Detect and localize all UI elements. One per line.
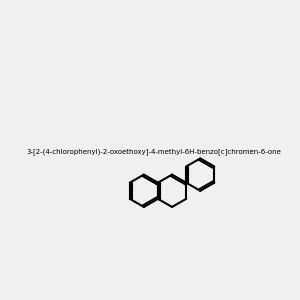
Text: 3-[2-(4-chlorophenyl)-2-oxoethoxy]-4-methyl-6H-benzo[c]chromen-6-one: 3-[2-(4-chlorophenyl)-2-oxoethoxy]-4-met… [26,148,281,155]
